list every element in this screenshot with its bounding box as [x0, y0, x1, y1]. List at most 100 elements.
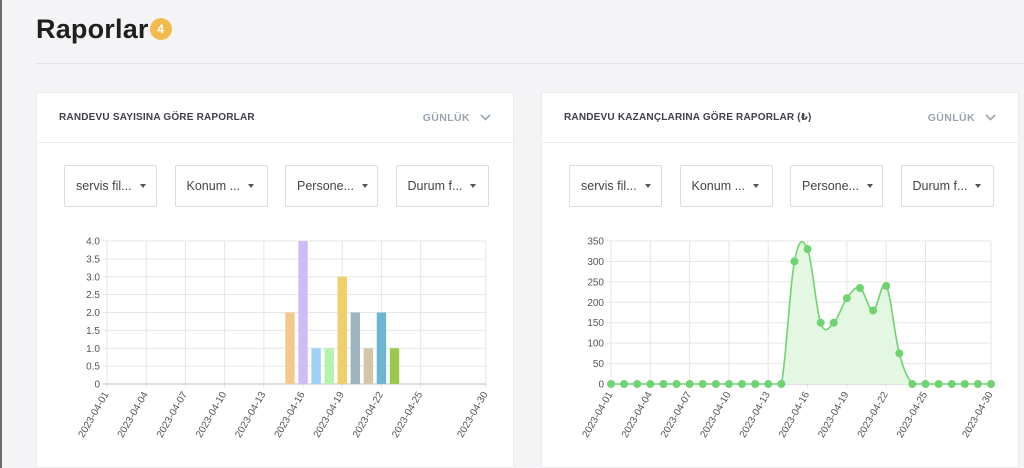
bar	[324, 348, 334, 384]
staff-filter-select[interactable]: Persone...	[790, 165, 883, 207]
staff-filter-select[interactable]: Persone...	[285, 165, 378, 207]
window-left-edge	[0, 0, 2, 468]
y-tick-label: 1.5	[86, 326, 100, 337]
data-point	[895, 349, 904, 358]
data-point	[973, 380, 982, 388]
report-count-badge: 4	[149, 18, 172, 40]
bar	[337, 276, 347, 384]
data-point	[646, 380, 655, 388]
data-point	[882, 281, 891, 290]
data-point	[659, 380, 668, 388]
card-title: RANDEVU KAZANÇLARINA GÖRE RAPORLAR (₺)	[564, 112, 812, 123]
x-tick-label: 2023-04-22	[351, 390, 386, 440]
card-header: RANDEVU KAZANÇLARINA GÖRE RAPORLAR (₺) G…	[542, 93, 1018, 143]
data-point	[633, 380, 642, 388]
bar	[376, 312, 387, 384]
service-filter-select[interactable]: servis fil...	[64, 165, 157, 207]
data-point	[672, 380, 681, 388]
x-tick-label: 2023-04-07	[659, 390, 694, 440]
y-tick-label: 250	[587, 277, 604, 288]
status-filter-select[interactable]: Durum f...	[395, 165, 489, 207]
bar	[311, 348, 321, 384]
x-tick-label: 2023-04-16	[273, 390, 308, 440]
header-divider	[36, 63, 1024, 64]
caret-down-icon	[470, 184, 477, 188]
y-tick-label: 3.5	[86, 254, 100, 265]
caret-down-icon	[975, 184, 982, 188]
data-point	[790, 257, 799, 266]
data-point	[607, 380, 615, 388]
y-tick-label: 200	[587, 298, 604, 309]
y-tick-label: 4.0	[86, 237, 100, 248]
y-tick-label: 300	[587, 257, 604, 268]
chevron-down-icon	[985, 114, 996, 121]
y-tick-label: 2.5	[86, 290, 100, 301]
caret-down-icon	[866, 184, 873, 188]
x-tick-label: 2023-04-30	[960, 390, 995, 440]
filter-bar: servis fil... Konum ... Persone... Durum…	[64, 165, 506, 207]
x-tick-label: 2023-04-19	[816, 390, 851, 440]
service-filter-select[interactable]: servis fil...	[569, 165, 662, 207]
caret-down-icon	[139, 184, 146, 188]
page-header: Raporlar 4	[36, 14, 172, 44]
data-point	[947, 380, 956, 388]
data-point	[855, 283, 864, 292]
data-point	[777, 380, 786, 388]
filter-label: Durum f...	[912, 179, 968, 193]
location-filter-select[interactable]: Konum ...	[679, 165, 773, 207]
data-point	[816, 318, 825, 327]
filter-label: servis fil...	[581, 179, 637, 193]
filter-label: Konum ...	[691, 179, 746, 193]
data-point	[620, 380, 629, 388]
y-tick-label: 0	[598, 380, 604, 391]
data-point	[987, 380, 995, 388]
period-dropdown[interactable]: GÜNLÜK	[423, 112, 491, 124]
x-tick-label: 2023-04-25	[390, 390, 425, 440]
data-point	[934, 380, 943, 388]
filter-label: Persone...	[297, 179, 354, 193]
period-dropdown[interactable]: GÜNLÜK	[928, 112, 996, 124]
period-label: GÜNLÜK	[927, 111, 975, 124]
data-point	[908, 380, 917, 388]
filter-label: Konum ...	[186, 179, 241, 193]
data-point	[764, 380, 773, 388]
card-header: RANDEVU SAYISINA GÖRE RAPORLAR GÜNLÜK	[37, 93, 513, 143]
y-tick-label: 1.0	[86, 344, 100, 355]
x-tick-label: 2023-04-22	[856, 390, 891, 440]
bar	[363, 348, 374, 384]
status-filter-select[interactable]: Durum f...	[900, 165, 994, 207]
x-tick-label: 2023-04-13	[233, 390, 268, 440]
x-tick-label: 2023-04-04	[116, 390, 151, 440]
card-title: RANDEVU SAYISINA GÖRE RAPORLAR	[59, 112, 255, 123]
filter-label: servis fil...	[76, 179, 132, 193]
data-point	[685, 380, 694, 388]
data-point	[724, 380, 733, 388]
caret-down-icon	[248, 184, 254, 188]
y-tick-label: 2.0	[86, 308, 100, 319]
data-point	[751, 380, 760, 388]
x-tick-label: 2023-04-19	[312, 390, 347, 440]
x-tick-label: 2023-04-10	[194, 390, 229, 440]
appointment-count-report-card: RANDEVU SAYISINA GÖRE RAPORLAR GÜNLÜK se…	[36, 92, 514, 468]
data-point	[921, 380, 930, 388]
y-tick-label: 3.0	[86, 272, 100, 283]
appointment-earnings-report-card: RANDEVU KAZANÇLARINA GÖRE RAPORLAR (₺) G…	[541, 92, 1019, 468]
period-label: GÜNLÜK	[422, 111, 470, 124]
data-point	[960, 380, 969, 388]
data-point	[698, 380, 707, 388]
data-point	[842, 294, 851, 303]
caret-down-icon	[753, 184, 759, 188]
data-point	[711, 380, 720, 388]
data-point	[829, 318, 838, 327]
y-tick-label: 150	[587, 318, 604, 329]
y-tick-label: 350	[587, 237, 604, 248]
bar	[285, 312, 295, 384]
chevron-down-icon	[480, 114, 491, 121]
location-filter-select[interactable]: Konum ...	[174, 165, 268, 207]
y-tick-label: 0	[94, 380, 100, 391]
x-tick-label: 2023-04-01	[76, 390, 111, 440]
filter-bar: servis fil... Konum ... Persone... Durum…	[569, 165, 1011, 207]
data-point	[869, 306, 878, 315]
